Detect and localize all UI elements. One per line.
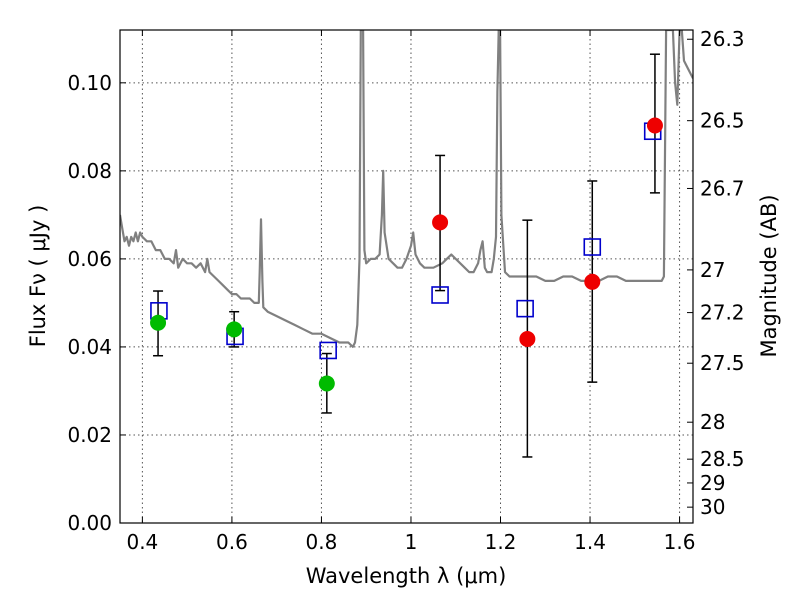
circle-marker [318, 375, 335, 392]
x-tick-label: 0.6 [216, 530, 248, 554]
x-tick-label: 0.8 [306, 530, 338, 554]
y-tick-label: 0.02 [67, 423, 112, 447]
y-axis-right-label: Magnitude (AB) [757, 194, 781, 357]
y-tick-label: 0.04 [67, 335, 112, 359]
circle-marker [519, 331, 536, 348]
right-tick-label: 29 [700, 471, 725, 495]
y-tick-label: 0.06 [67, 247, 112, 271]
y-tick-label: 0.10 [67, 71, 112, 95]
circle-marker [584, 273, 601, 290]
x-tick-label: 1.4 [574, 530, 606, 554]
y-tick-label: 0.08 [67, 159, 112, 183]
square-marker [319, 341, 337, 360]
x-tick-label: 1.2 [485, 530, 517, 554]
x-tick-label: 1.6 [664, 530, 696, 554]
right-tick-label: 30 [700, 495, 725, 519]
x-axis: 0.4 0.6 0.8 1 1.2 1.4 1.6 [126, 30, 695, 554]
y-axis-label: Flux Fν ( μJy ) [26, 205, 50, 348]
right-tick-label: 27 [700, 258, 725, 282]
spectrum-line [120, 30, 693, 348]
circle-marker [646, 117, 663, 134]
right-tick-label: 28.5 [700, 447, 745, 471]
right-tick-label: 26.7 [700, 176, 745, 200]
x-tick-label: 1 [405, 530, 418, 554]
x-axis-label: Wavelength λ (μm) [306, 564, 507, 588]
circle-marker [150, 314, 167, 331]
plot-area [120, 30, 693, 458]
x-tick-label: 0.4 [126, 530, 158, 554]
y-tick-label: 0.00 [67, 511, 112, 535]
right-tick-label: 27.5 [700, 351, 745, 375]
gridlines [120, 30, 693, 524]
circle-marker [432, 214, 449, 231]
square-marker [516, 299, 534, 318]
right-tick-label: 27.2 [700, 301, 745, 325]
circle-marker [226, 321, 243, 338]
y-axis-left: 0.00 0.02 0.04 0.06 0.08 0.10 [67, 71, 126, 535]
right-tick-label: 28 [700, 410, 725, 434]
right-tick-label: 26.5 [700, 109, 745, 133]
square-marker [431, 286, 449, 304]
square-marker [583, 238, 602, 256]
right-tick-label: 26.3 [700, 27, 745, 51]
plot-frame [119, 29, 694, 524]
